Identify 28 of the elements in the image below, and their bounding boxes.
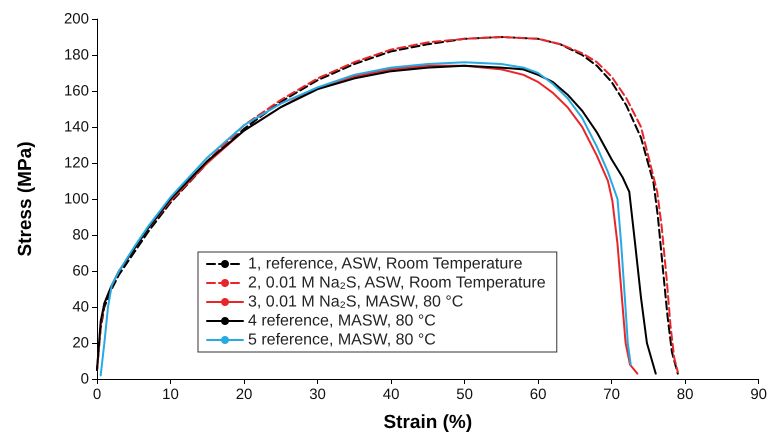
legend-label: 4 reference, MASW, 80 °C [248,312,436,330]
x-tick-label: 30 [309,386,326,403]
y-tick-label: 20 [72,334,89,352]
y-tick-label: 120 [64,154,89,172]
y-tick-label: 80 [72,226,89,244]
x-tick-label: 40 [382,386,400,403]
legend-label: 5 reference, MASW, 80 °C [248,332,436,348]
y-tick-label: 0 [80,370,89,388]
y-tick-label: 200 [64,10,89,28]
y-tick-label: 160 [64,82,89,100]
legend-label: 2, 0.01 M Na₂S, ASW, Room Temperature [248,274,546,292]
y-tick-label: 180 [64,46,89,64]
x-tick-label: 20 [236,386,252,403]
x-tick-label: 10 [162,386,179,403]
x-tick-label: 60 [530,386,546,403]
legend-label: 3, 0.01 M Na₂S, MASW, 80 °C [248,294,464,310]
y-tick-label: 140 [64,118,89,136]
y-axis-title: Stress (MPa) [15,141,36,257]
y-tick-label: 40 [72,298,89,316]
x-tick-label: 0 [92,386,102,403]
legend-label: 1, reference, ASW, Room Temperature [248,256,523,272]
x-tick-label: 90 [750,386,767,403]
y-tick-label: 100 [64,190,89,208]
x-tick-label: 50 [456,386,473,403]
x-axis-title: Strain (%) [383,412,472,433]
x-tick-label: 80 [676,386,694,403]
x-tick-label: 70 [603,386,620,403]
y-tick-label: 60 [72,262,89,280]
